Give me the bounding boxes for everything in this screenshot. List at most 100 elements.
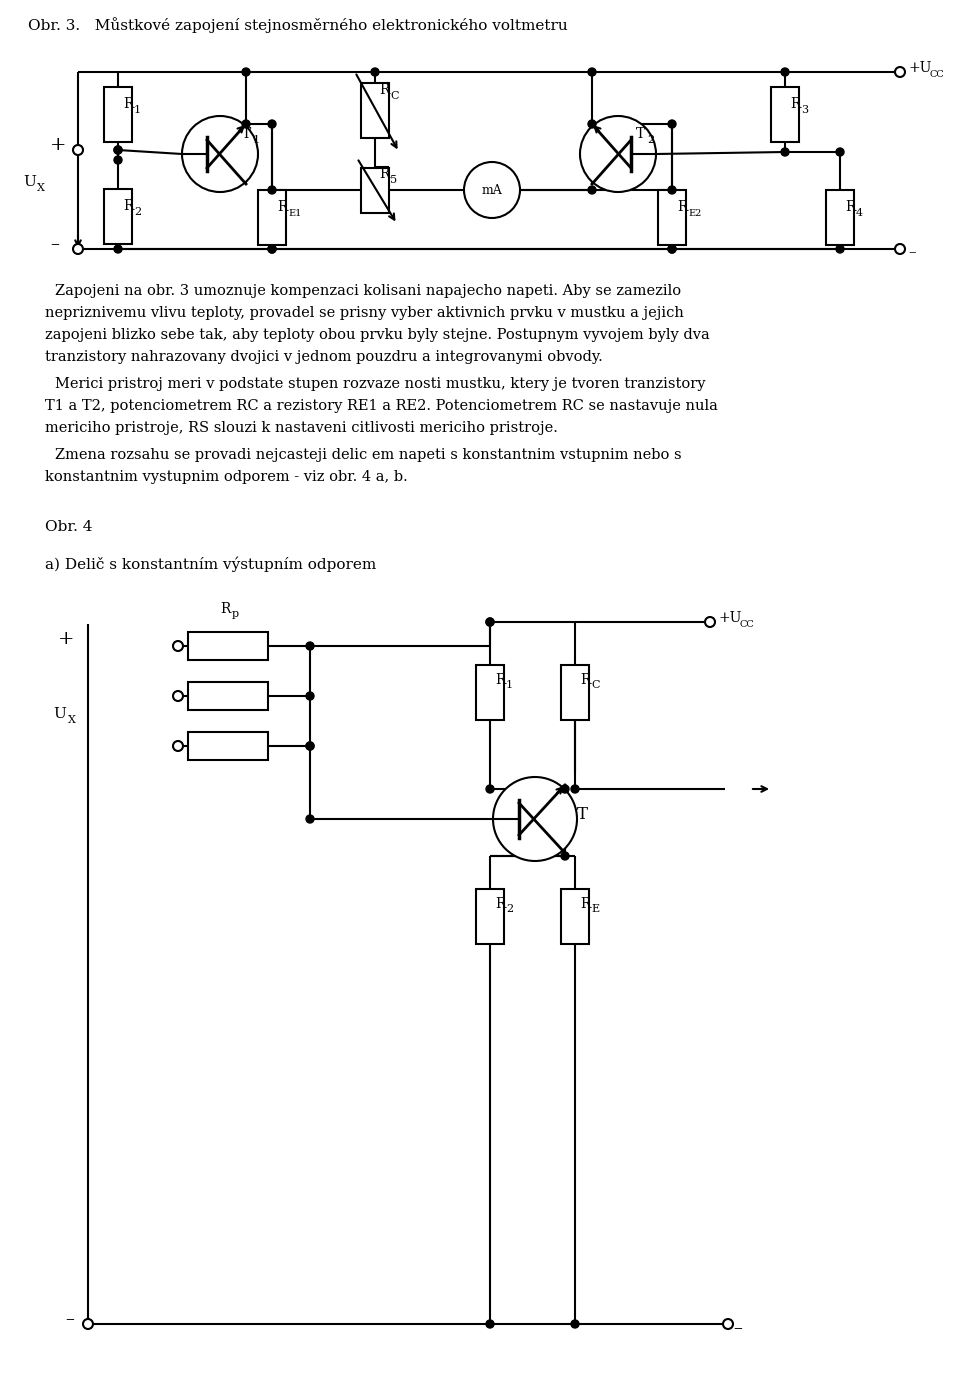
Text: konstantnim vystupnim odporem - viz obr. 4 a, b.: konstantnim vystupnim odporem - viz obr.…: [45, 470, 408, 484]
Bar: [104, 87, 132, 141]
Circle shape: [723, 1318, 733, 1329]
Text: E1: E1: [288, 209, 301, 217]
Text: +: +: [58, 630, 74, 648]
Circle shape: [588, 187, 596, 193]
Circle shape: [561, 851, 569, 860]
Circle shape: [73, 145, 83, 155]
Text: +U: +U: [718, 611, 741, 625]
Circle shape: [486, 785, 494, 793]
Bar: [771, 87, 799, 141]
Circle shape: [306, 742, 314, 750]
Text: E2: E2: [688, 209, 702, 217]
Text: R: R: [495, 673, 505, 687]
Circle shape: [486, 618, 494, 626]
Bar: [188, 681, 268, 710]
Circle shape: [268, 187, 276, 193]
Text: E: E: [591, 904, 599, 914]
Bar: [826, 189, 854, 245]
Circle shape: [668, 187, 676, 193]
Circle shape: [895, 245, 905, 254]
Text: CC: CC: [930, 69, 945, 79]
Text: a) Delič s konstantním výstupním odporem: a) Delič s konstantním výstupním odporem: [45, 556, 376, 572]
Text: R: R: [277, 200, 287, 214]
Circle shape: [173, 641, 183, 651]
Circle shape: [464, 162, 520, 218]
Text: R: R: [379, 83, 390, 97]
Text: R: R: [220, 603, 230, 616]
Circle shape: [114, 146, 122, 153]
Circle shape: [114, 156, 122, 164]
Text: R: R: [580, 897, 590, 911]
Text: U: U: [54, 708, 66, 721]
Circle shape: [571, 1320, 579, 1328]
Text: Merici pristroj meri v podstate stupen rozvaze nosti mustku, ktery je tvoren tra: Merici pristroj meri v podstate stupen r…: [55, 377, 706, 391]
Circle shape: [836, 148, 844, 156]
Text: mA: mA: [482, 184, 502, 196]
Text: C: C: [390, 91, 398, 101]
Circle shape: [268, 245, 276, 253]
Text: p: p: [232, 609, 239, 619]
Text: 2: 2: [647, 135, 654, 145]
Circle shape: [486, 618, 494, 626]
Text: R: R: [379, 167, 390, 181]
Circle shape: [182, 116, 258, 192]
Text: T1 a T2, potenciometrem RC a rezistory RE1 a RE2. Potenciometrem RC se nastavuje: T1 a T2, potenciometrem RC a rezistory R…: [45, 399, 718, 413]
Bar: [476, 665, 504, 720]
Text: R: R: [677, 200, 687, 214]
Text: Zmena rozsahu se provadi nejcasteji delic em napeti s konstantnim vstupnim nebo : Zmena rozsahu se provadi nejcasteji deli…: [55, 448, 682, 462]
Text: X: X: [68, 714, 76, 726]
Circle shape: [268, 245, 276, 253]
Circle shape: [895, 66, 905, 77]
Circle shape: [836, 245, 844, 253]
Text: nepriznivemu vlivu teploty, provadel se prisny vyber aktivnich prvku v mustku a : nepriznivemu vlivu teploty, provadel se …: [45, 305, 684, 321]
Text: 3: 3: [801, 105, 808, 115]
Circle shape: [306, 742, 314, 750]
Text: zapojeni blizko sebe tak, aby teploty obou prvku byly stejne. Postupnym vyvojem : zapojeni blizko sebe tak, aby teploty ob…: [45, 328, 709, 341]
Circle shape: [588, 120, 596, 129]
Text: 4: 4: [856, 209, 863, 218]
Text: 5: 5: [390, 176, 397, 185]
Text: R: R: [123, 97, 133, 111]
Text: +: +: [50, 135, 66, 153]
Bar: [104, 188, 132, 243]
Circle shape: [781, 148, 789, 156]
Text: Obr. 4: Obr. 4: [45, 520, 92, 533]
Text: CC: CC: [740, 619, 755, 629]
Text: T: T: [242, 127, 252, 141]
Bar: [258, 189, 286, 245]
Circle shape: [173, 691, 183, 701]
Text: Zapojeni na obr. 3 umoznuje kompenzaci kolisani napajecho napeti. Aby se zamezil: Zapojeni na obr. 3 umoznuje kompenzaci k…: [55, 283, 682, 299]
Circle shape: [173, 741, 183, 750]
Circle shape: [588, 68, 596, 76]
Text: R: R: [123, 199, 133, 213]
Text: R: R: [845, 200, 855, 214]
Text: 1: 1: [134, 105, 141, 115]
Circle shape: [242, 120, 250, 129]
Text: 2: 2: [506, 904, 514, 914]
Circle shape: [561, 785, 569, 793]
Circle shape: [83, 1318, 93, 1329]
Text: R: R: [790, 97, 801, 111]
Circle shape: [371, 68, 379, 76]
Bar: [476, 889, 504, 944]
Circle shape: [306, 692, 314, 701]
Circle shape: [493, 777, 577, 861]
Circle shape: [781, 68, 789, 76]
Text: –: –: [65, 1310, 75, 1328]
Text: T: T: [636, 127, 645, 141]
Circle shape: [114, 245, 122, 253]
Text: 1: 1: [506, 680, 514, 690]
Bar: [361, 83, 389, 137]
Text: +U: +U: [908, 61, 931, 75]
Circle shape: [571, 785, 579, 793]
Circle shape: [668, 245, 676, 253]
Text: U: U: [24, 176, 36, 189]
Text: –: –: [908, 245, 916, 258]
Circle shape: [705, 616, 715, 627]
Circle shape: [668, 120, 676, 129]
Circle shape: [73, 245, 83, 254]
Text: Obr. 3.   Můstkové zapojení stejnosměrného elektronického voltmetru: Obr. 3. Můstkové zapojení stejnosměrného…: [28, 17, 567, 33]
Bar: [361, 167, 389, 213]
Circle shape: [486, 1320, 494, 1328]
Circle shape: [306, 815, 314, 824]
